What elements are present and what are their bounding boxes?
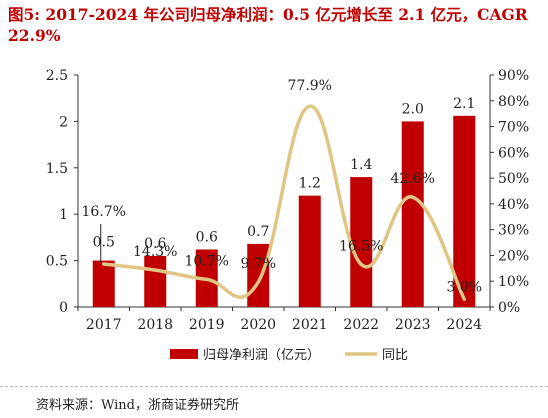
line-value-label: 16.7% (82, 204, 126, 220)
right-tick-label: 20% (498, 248, 529, 264)
x-tick-label: 2019 (189, 317, 225, 333)
chart-title: 图5: 2017-2024 年公司归母净利润：0.5 亿元增长至 2.1 亿元，… (8, 5, 528, 45)
bar-value-label: 1.4 (350, 157, 372, 173)
source-note: 资料来源：Wind，浙商证券研究所 (36, 398, 239, 413)
bar-profit (350, 177, 373, 307)
right-tick-label: 0% (498, 300, 520, 316)
left-tick-label: 0.5 (46, 254, 68, 270)
x-tick-label: 2017 (86, 317, 122, 333)
right-tick-label: 40% (498, 197, 529, 213)
bar-profit (401, 121, 424, 308)
left-tick-label: 2.5 (46, 68, 68, 84)
right-tick-label: 70% (498, 120, 529, 136)
right-tick-label: 80% (498, 94, 529, 110)
left-tick-label: 0 (59, 300, 68, 316)
x-tick-label: 2024 (446, 317, 482, 333)
x-tick-label: 2023 (395, 317, 431, 333)
bar-profit (247, 243, 270, 307)
bar-profit (144, 255, 167, 307)
right-tick-label: 90% (498, 68, 529, 84)
line-value-label: 16.5% (339, 238, 383, 254)
line-value-label: 3.0% (446, 279, 482, 295)
x-tick-label: 2018 (137, 317, 173, 333)
bar-profit (298, 195, 321, 307)
line-value-label: 9.7% (240, 256, 276, 272)
x-tick-label: 2020 (240, 317, 276, 333)
bar-value-label: 1.2 (299, 176, 321, 192)
chart-svg: 0 0.5 1 1.5 2 2.5 0% 10% 20% 30% 40% 50% 60% 70% 80% 90… (46, 68, 529, 363)
x-tick-label: 2021 (292, 317, 328, 333)
source-divider (0, 386, 548, 387)
legend-swatch-profit (170, 349, 198, 359)
x-tick-label: 2022 (343, 317, 379, 333)
bar-value-label: 0.7 (247, 224, 269, 240)
bar-value-label: 2.0 (402, 101, 424, 117)
line-value-label: 77.9% (288, 78, 332, 94)
right-tick-label: 60% (498, 145, 529, 161)
bar-value-label: 2.1 (453, 96, 475, 112)
left-tick-label: 2 (59, 114, 68, 130)
line-value-label: 10.7% (185, 253, 229, 269)
bar-value-label: 0.5 (93, 235, 115, 251)
bar-value-label: 0.6 (144, 236, 166, 252)
left-tick-label: 1 (59, 207, 68, 223)
legend-label-yoy: 同比 (382, 348, 408, 363)
bar-profit (453, 115, 476, 307)
line-yoy (102, 104, 466, 302)
bar-value-label: 0.6 (196, 229, 218, 245)
right-tick-label: 50% (498, 171, 529, 187)
bar-profit (92, 260, 115, 307)
right-tick-label: 30% (498, 223, 529, 239)
line-value-label: 14.3% (133, 244, 177, 260)
line-value-label: 42.6% (391, 171, 435, 187)
left-tick-label: 1.5 (46, 161, 68, 177)
legend-label-profit: 归母净利润（亿元） (203, 348, 320, 363)
right-tick-label: 10% (498, 274, 529, 290)
